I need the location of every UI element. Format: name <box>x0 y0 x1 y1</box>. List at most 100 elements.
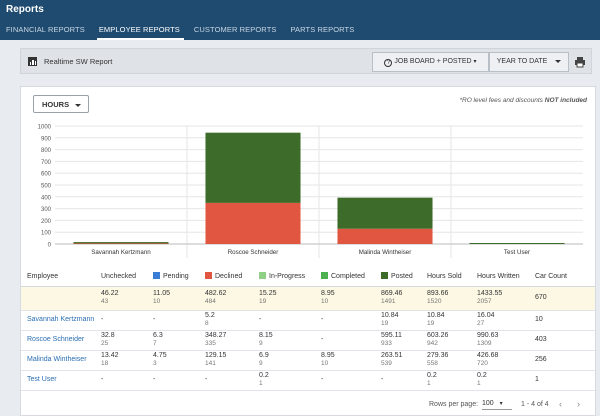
app-title: Reports <box>6 4 44 15</box>
rows-per-page-select[interactable]: 100 ▾ <box>482 398 512 410</box>
cell-completed: - <box>315 330 375 351</box>
table-row: Savannah Kertzmann - - 5.2 8 - - 10.84 19 … <box>21 310 595 331</box>
y-tick-label: 400 <box>41 195 52 201</box>
cell-car-count: 403 <box>529 330 595 351</box>
chevron-down-icon <box>555 59 562 63</box>
cell-car-count: 256 <box>529 350 595 371</box>
cell-declined: 129.15 141 <box>199 350 253 371</box>
date-filter-label: YEAR TO DATE <box>496 58 548 65</box>
y-tick-label: 0 <box>48 243 52 249</box>
cell-hours-sold: 603.26 942 <box>421 330 471 351</box>
tab-parts-reports[interactable]: PARTS REPORTS <box>290 25 355 34</box>
cell-unchecked: 32.8 25 <box>95 330 147 351</box>
col-hours-written[interactable]: Hours Written <box>471 267 529 287</box>
cell-hours-sold: 10.84 19 <box>421 310 471 331</box>
cell-inprogress: - <box>253 310 315 331</box>
cell-hours-sold: 279.36 558 <box>421 350 471 371</box>
y-tick-label: 600 <box>41 172 52 178</box>
bar-declined <box>205 202 301 244</box>
y-tick-label: 200 <box>41 219 52 225</box>
totals-row: 46.22 43 11.05 10 482.62 484 15.25 19 8.95 10… <box>21 286 595 311</box>
col-posted[interactable]: Posted <box>375 267 421 287</box>
col-hours-sold[interactable]: Hours Sold <box>421 267 471 287</box>
x-tick-label: Test User <box>504 249 530 256</box>
x-tick-label: Roscoe Schneider <box>228 249 279 256</box>
total-label-cell <box>21 286 95 311</box>
print-icon[interactable] <box>574 56 586 68</box>
report-panel: HOURS *RO level fees and discounts NOT i… <box>20 86 596 416</box>
employee-link[interactable]: Savannah Kertzmann <box>21 310 95 331</box>
total-declined: 482.62 484 <box>199 286 253 311</box>
col-employee[interactable]: Employee <box>21 267 95 287</box>
tab-customer-reports[interactable]: CUSTOMER REPORTS <box>193 25 277 34</box>
date-filter-dropdown[interactable]: YEAR TO DATE <box>489 52 569 72</box>
table-row: Roscoe Schneider 32.8 25 6.3 7 348.27 335 8… <box>21 330 595 351</box>
next-page-icon[interactable]: › <box>577 399 580 409</box>
total-car-count: 670 <box>529 286 595 311</box>
cell-car-count: 10 <box>529 310 595 331</box>
cell-completed: - <box>315 370 375 391</box>
bar-declined <box>73 243 169 244</box>
cell-completed: 8.95 10 <box>315 350 375 371</box>
cell-pending: 6.3 7 <box>147 330 199 351</box>
completed-icon <box>321 272 328 280</box>
col-inprogress[interactable]: In-Progress <box>253 267 315 287</box>
hours-chart: 0 100 200 300 400 500 600 700 800 900 1000 Savannah… <box>38 125 583 258</box>
cell-declined: 348.27 335 <box>199 330 253 351</box>
rows-per-page-value: 100 <box>482 400 494 407</box>
cell-pending: - <box>147 370 199 391</box>
total-completed: 8.95 10 <box>315 286 375 311</box>
col-unchecked[interactable]: Unchecked <box>95 267 147 287</box>
tab-employee-reports[interactable]: EMPLOYEE REPORTS <box>93 20 188 40</box>
total-hours-sold: 893.66 1520 <box>421 286 471 311</box>
report-toolbar: Realtime SW Report ? JOB BOARD + POSTED … <box>20 48 592 74</box>
pending-icon <box>153 272 160 280</box>
chevron-down-icon: ▾ <box>473 59 477 65</box>
cell-hours-written: 426.68 720 <box>471 350 529 371</box>
inprogress-icon <box>259 272 266 280</box>
fees-note-text: *RO level fees and discounts <box>459 97 545 104</box>
table-footer: Rows per page: 100 ▾ 1 - 4 of 4 ‹ › <box>21 395 595 415</box>
tab-financial-reports[interactable]: FINANCIAL REPORTS <box>6 25 85 34</box>
cell-posted: - <box>375 370 421 391</box>
metric-dropdown[interactable]: HOURS <box>33 95 89 113</box>
col-inprogress-label: In-Progress <box>269 273 306 281</box>
col-declined[interactable]: Declined <box>199 267 253 287</box>
fees-note: *RO level fees and discounts NOT include… <box>459 97 587 104</box>
y-tick-label: 800 <box>41 148 52 154</box>
cell-hours-written: 990.63 1309 <box>471 330 529 351</box>
col-completed[interactable]: Completed <box>315 267 375 287</box>
total-posted: 869.46 1491 <box>375 286 421 311</box>
col-pending[interactable]: Pending <box>147 267 199 287</box>
col-car-count[interactable]: Car Count <box>529 267 595 287</box>
employee-link[interactable]: Roscoe Schneider <box>21 330 95 351</box>
bar-posted <box>337 197 433 229</box>
cell-unchecked: - <box>95 310 147 331</box>
cell-posted: 10.84 19 <box>375 310 421 331</box>
job-filter-dropdown[interactable]: ? JOB BOARD + POSTED ▾ <box>372 52 489 72</box>
cell-inprogress: 0.2 1 <box>253 370 315 391</box>
x-tick-label: Savannah Kertzmann <box>91 249 151 256</box>
prev-page-icon[interactable]: ‹ <box>559 399 562 409</box>
cell-unchecked: - <box>95 370 147 391</box>
table-header-row: Employee Unchecked Pending Declined In-P… <box>21 267 595 287</box>
posted-icon <box>381 272 388 280</box>
fees-note-emphasis: NOT included <box>544 97 587 104</box>
employee-table: Employee Unchecked Pending Declined In-P… <box>21 267 595 391</box>
bar-posted <box>469 243 565 244</box>
y-tick-label: 1000 <box>38 125 52 131</box>
y-tick-label: 500 <box>41 184 52 190</box>
bar-posted <box>73 242 169 244</box>
help-circle-icon: ? <box>384 59 393 67</box>
cell-completed: - <box>315 310 375 331</box>
cell-car-count: 1 <box>529 370 595 391</box>
report-tabs: FINANCIAL REPORTS EMPLOYEE REPORTS CUSTO… <box>0 20 362 40</box>
employee-link[interactable]: Malinda Wintheiser <box>21 350 95 371</box>
cell-hours-sold: 0.2 1 <box>421 370 471 391</box>
cell-declined: - <box>199 370 253 391</box>
report-title: Realtime SW Report <box>44 57 113 66</box>
cell-inprogress: 6.9 9 <box>253 350 315 371</box>
employee-link[interactable]: Test User <box>21 370 95 391</box>
cell-posted: 595.11 933 <box>375 330 421 351</box>
total-unchecked: 46.22 43 <box>95 286 147 311</box>
